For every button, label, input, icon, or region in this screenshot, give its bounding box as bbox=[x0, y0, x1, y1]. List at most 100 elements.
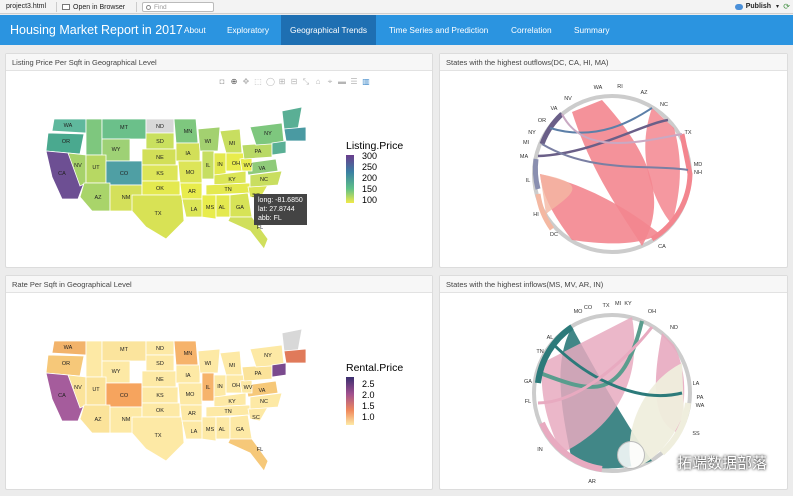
svg-text:NM: NM bbox=[122, 195, 131, 201]
svg-text:LA: LA bbox=[191, 429, 198, 435]
svg-text:KS: KS bbox=[156, 171, 164, 177]
outflows-panel: States with the highest outflows(DC, CA,… bbox=[439, 53, 788, 268]
svg-text:SD: SD bbox=[156, 361, 164, 367]
open-in-browser-button[interactable]: Open in Browser bbox=[62, 2, 125, 12]
watermark: 拓端数据部落 bbox=[676, 454, 767, 472]
chord-arc-ca bbox=[650, 133, 693, 242]
svg-text:MN: MN bbox=[184, 129, 193, 135]
plot-modebar: ◘ ⊕ ✥ ⬚ ◯ ⊞ ⊟ ⤡ ⌂ ⌖ ▬ ☰ ▥ bbox=[218, 78, 370, 86]
map-state-tx bbox=[131, 416, 185, 462]
lasso-icon[interactable]: ◯ bbox=[266, 77, 275, 86]
svg-text:TN: TN bbox=[224, 409, 231, 415]
svg-text:TX: TX bbox=[602, 303, 609, 309]
svg-text:UT: UT bbox=[92, 387, 100, 393]
svg-text:IN: IN bbox=[537, 447, 543, 453]
find-input[interactable]: Find bbox=[142, 2, 214, 12]
svg-text:ND: ND bbox=[156, 346, 164, 352]
rate-map[interactable]: WA OR CA NV MT WY UT CO AZ NM ND SD NE KS OK TX MN I… bbox=[6, 293, 434, 491]
svg-text:CO: CO bbox=[584, 305, 593, 311]
editor-toolbar: project3.html Open in Browser Find Publi… bbox=[0, 0, 793, 14]
legend-tick: 150 bbox=[362, 184, 377, 194]
svg-text:MI: MI bbox=[523, 140, 530, 146]
legend-tick: 250 bbox=[362, 162, 377, 172]
tab-time-series[interactable]: Time Series and Prediction bbox=[389, 25, 489, 35]
plotly-logo-icon[interactable]: ▥ bbox=[362, 77, 370, 86]
svg-text:VA: VA bbox=[259, 166, 266, 172]
map-state-id bbox=[85, 118, 103, 156]
svg-text:IN: IN bbox=[217, 162, 223, 168]
svg-text:IL: IL bbox=[526, 178, 531, 184]
svg-text:TN: TN bbox=[536, 349, 543, 355]
watermark-logo-icon bbox=[617, 441, 645, 469]
svg-text:WA: WA bbox=[64, 123, 73, 129]
svg-text:OH: OH bbox=[648, 309, 656, 315]
svg-text:OR: OR bbox=[538, 118, 546, 124]
svg-text:GA: GA bbox=[236, 205, 244, 211]
tab-exploratory[interactable]: Exploratory bbox=[227, 25, 269, 35]
chord-arc-hi bbox=[532, 158, 541, 190]
tab-correlation[interactable]: Correlation bbox=[511, 25, 552, 35]
tab-summary[interactable]: Summary bbox=[574, 25, 610, 35]
map-state-ma bbox=[283, 126, 307, 142]
svg-text:NY: NY bbox=[264, 131, 272, 137]
legend-tick: 100 bbox=[362, 195, 377, 205]
box-select-icon[interactable]: ⬚ bbox=[254, 77, 262, 86]
svg-text:AL: AL bbox=[547, 335, 554, 341]
chord-ribbon bbox=[572, 100, 655, 246]
tab-geographical-trends[interactable]: Geographical Trends bbox=[281, 15, 377, 45]
svg-text:FL: FL bbox=[257, 225, 263, 231]
svg-text:AZ: AZ bbox=[94, 195, 102, 201]
hover-closest-icon[interactable]: ▬ bbox=[338, 77, 346, 86]
svg-text:MI: MI bbox=[615, 301, 622, 307]
legend-title: Rental.Price bbox=[346, 362, 403, 374]
svg-text:FL: FL bbox=[257, 447, 263, 453]
svg-text:WA: WA bbox=[64, 345, 73, 351]
publish-button[interactable]: Publish bbox=[734, 3, 771, 10]
refresh-icon[interactable]: ⟳ bbox=[783, 2, 790, 11]
pan-icon[interactable]: ✥ bbox=[242, 77, 250, 86]
svg-text:PA: PA bbox=[255, 371, 262, 377]
svg-text:ND: ND bbox=[670, 325, 678, 331]
svg-text:AL: AL bbox=[219, 205, 226, 211]
chord-ribbon bbox=[540, 174, 573, 214]
svg-text:OH: OH bbox=[232, 161, 240, 167]
chord-arc-ms bbox=[539, 421, 603, 472]
map-state-nj bbox=[271, 362, 287, 378]
svg-text:NC: NC bbox=[260, 177, 268, 183]
svg-text:CA: CA bbox=[58, 171, 66, 177]
tab-about[interactable]: About bbox=[184, 25, 206, 35]
map-state-az bbox=[79, 404, 111, 434]
svg-text:PA: PA bbox=[697, 395, 704, 401]
home-icon[interactable]: ⌂ bbox=[315, 77, 321, 86]
svg-text:OH: OH bbox=[232, 383, 240, 389]
svg-text:VA: VA bbox=[551, 106, 558, 112]
autoscale-icon[interactable]: ⤡ bbox=[302, 77, 310, 86]
svg-text:FL: FL bbox=[525, 399, 531, 405]
spike-lines-icon[interactable]: ⌖ bbox=[327, 77, 333, 86]
svg-text:AR: AR bbox=[588, 479, 596, 485]
svg-text:NY: NY bbox=[528, 130, 536, 136]
hover-compare-icon[interactable]: ☰ bbox=[350, 77, 358, 86]
svg-text:CA: CA bbox=[58, 393, 66, 399]
map-state-nc bbox=[249, 170, 283, 188]
legend-title: Listing.Price bbox=[346, 140, 403, 152]
chord-ribbon bbox=[549, 107, 653, 134]
svg-text:KS: KS bbox=[156, 393, 164, 399]
svg-text:NH: NH bbox=[694, 170, 702, 176]
zoom-icon[interactable]: ⊕ bbox=[230, 77, 238, 86]
chord-ribbon bbox=[541, 143, 689, 171]
zoom-out-icon[interactable]: ⊟ bbox=[290, 77, 298, 86]
svg-text:CO: CO bbox=[120, 171, 129, 177]
svg-text:SD: SD bbox=[156, 139, 164, 145]
chevron-down-icon[interactable]: ▾ bbox=[775, 4, 779, 10]
svg-text:RI: RI bbox=[617, 84, 623, 90]
svg-text:MS: MS bbox=[206, 205, 215, 211]
camera-icon[interactable]: ◘ bbox=[219, 77, 225, 86]
svg-text:WA: WA bbox=[594, 85, 603, 91]
listing-price-map[interactable]: WA OR CA NV MT WY UT CO AZ NM ND SD NE KS OK TX MN I… bbox=[6, 71, 434, 271]
svg-text:TX: TX bbox=[154, 433, 161, 439]
zoom-in-icon[interactable]: ⊞ bbox=[278, 77, 286, 86]
svg-text:NV: NV bbox=[74, 163, 82, 169]
